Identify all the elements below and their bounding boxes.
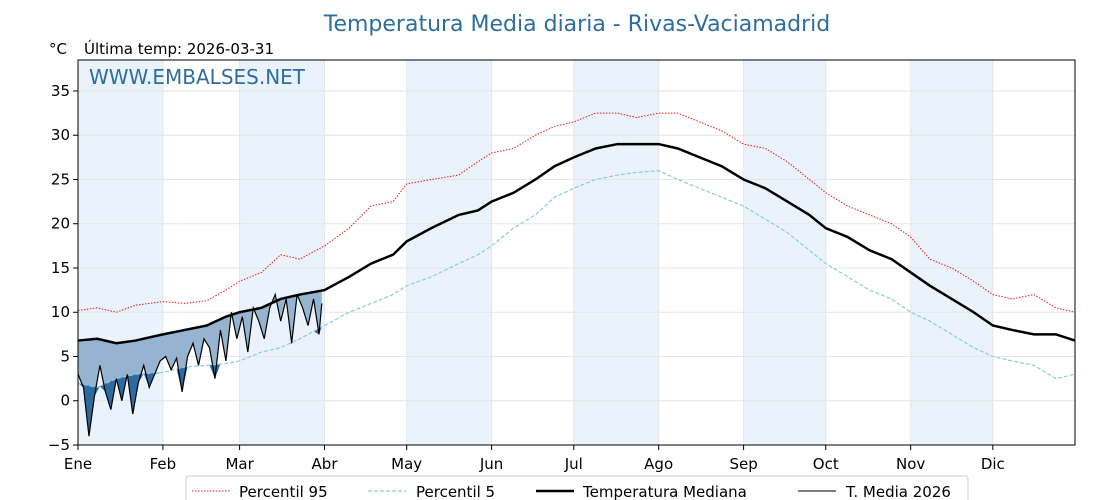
x-axis: Ene Feb Mar Abr May Jun Jul Ago Sep Oct Nov Dic — [64, 445, 1005, 473]
chart-title: Temperatura Media diaria - Rivas-Vaciama… — [323, 12, 831, 37]
watermark: WWW.EMBALSES.NET — [89, 65, 306, 89]
last-temp-label: Última temp: 2026-03-31 — [84, 39, 274, 58]
x-tick-label: Jul — [564, 455, 583, 473]
legend-box — [185, 475, 969, 500]
x-tick-label: May — [391, 455, 422, 473]
legend-label: Percentil 5 — [416, 483, 495, 500]
x-tick-label: Sep — [729, 455, 757, 473]
y-tick-label: 15 — [51, 259, 70, 277]
legend-label: Percentil 95 — [239, 483, 328, 500]
x-tick-label: Abr — [312, 455, 339, 473]
y-tick-label: 30 — [51, 126, 70, 144]
y-tick-label: 0 — [60, 392, 70, 410]
x-tick-label: Ene — [64, 455, 92, 473]
month-band — [910, 60, 993, 445]
x-tick-label: Dic — [981, 455, 1005, 473]
grid-lines — [77, 60, 1075, 446]
y-tick-label: 5 — [60, 347, 70, 365]
y-tick-label: 35 — [51, 82, 70, 100]
month-band — [743, 60, 826, 445]
series-t-media-2026 — [77, 292, 323, 437]
y-unit-label: °C — [49, 40, 67, 58]
legend-label: T. Media 2026 — [845, 483, 951, 500]
y-tick-label: −5 — [48, 436, 70, 454]
x-tick-label: Nov — [896, 455, 925, 473]
month-band — [239, 60, 325, 445]
series-percentil-5 — [77, 170, 1076, 389]
legend-label: Temperatura Mediana — [582, 483, 747, 500]
y-axis: −5 0 5 10 15 20 25 30 35 — [48, 82, 78, 454]
month-bands — [78, 60, 993, 445]
month-band — [573, 60, 659, 445]
plot-frame — [77, 59, 1076, 446]
x-tick-label: Ago — [644, 455, 673, 473]
series-temperatura-mediana — [77, 142, 1076, 345]
series-lines — [77, 112, 1076, 437]
y-tick-label: 20 — [51, 215, 70, 233]
x-tick-label: Jun — [479, 455, 503, 473]
legend: Percentil 95 Percentil 5 Temperatura Media… — [185, 475, 969, 500]
series-percentil-95 — [77, 112, 1076, 313]
x-tick-label: Mar — [225, 455, 254, 473]
y-tick-label: 10 — [51, 303, 70, 321]
month-band — [406, 60, 492, 445]
x-tick-label: Oct — [813, 455, 839, 473]
x-tick-label: Feb — [150, 455, 177, 473]
y-tick-label: 25 — [51, 170, 70, 188]
